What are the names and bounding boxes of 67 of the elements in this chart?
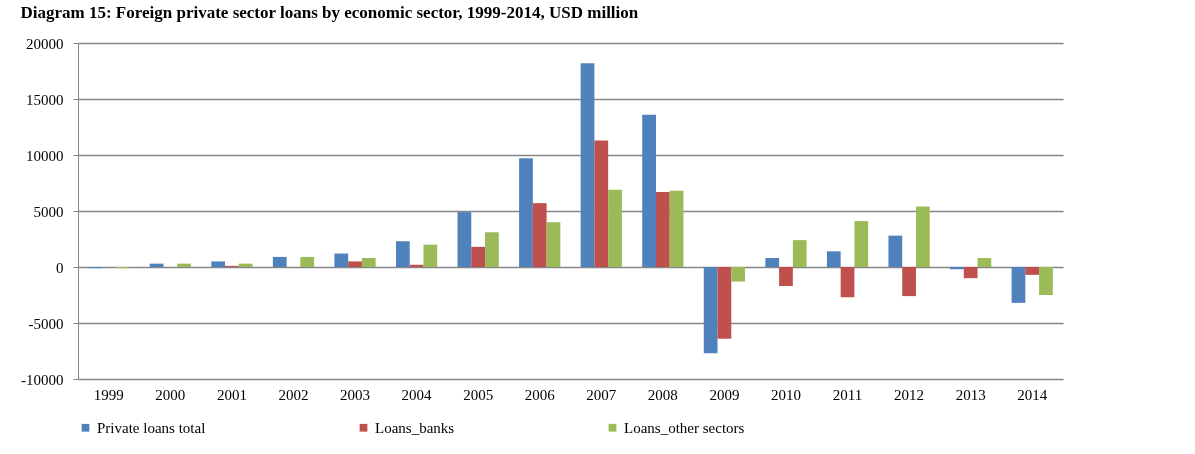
bar (485, 232, 499, 267)
y-tick-label: 5000 (33, 203, 64, 220)
bar (963, 267, 978, 279)
bar (177, 263, 191, 267)
x-tick-label: 2000 (155, 386, 186, 403)
bar (915, 206, 930, 267)
bar (792, 240, 807, 267)
bar (457, 212, 472, 267)
bar (395, 241, 410, 267)
x-tick-label: 2004 (401, 386, 433, 403)
legend-label: Loans_other sectors (624, 419, 745, 436)
y-tick-label: 15000 (26, 91, 64, 108)
bar (532, 203, 547, 267)
x-tick-label: 2009 (709, 386, 740, 403)
bar (334, 253, 349, 267)
bar (717, 267, 732, 339)
bar (1025, 267, 1040, 275)
bar (826, 251, 841, 267)
x-tick-label: 2014 (1017, 386, 1048, 403)
bar (902, 267, 916, 297)
bar (1039, 267, 1053, 295)
bar (642, 114, 656, 267)
bar (608, 189, 622, 267)
bar (211, 261, 226, 267)
bar (238, 263, 253, 267)
bar (977, 258, 992, 267)
bar (854, 221, 869, 267)
bar (471, 246, 486, 267)
legend-label: Loans_banks (375, 419, 455, 436)
chart-title: Diagram 15: Foreign private sector loans by economic sector, 1999-2014, USD million (20, 3, 639, 22)
y-tick-label: -5000 (28, 315, 64, 332)
bar (669, 190, 684, 267)
bar (272, 256, 287, 267)
x-tick-label: 2002 (278, 386, 309, 403)
y-tick-label: -10000 (21, 371, 64, 388)
bar (546, 222, 561, 267)
bar (779, 267, 793, 287)
bar (361, 258, 376, 267)
bar (594, 140, 609, 267)
bar (655, 191, 670, 267)
bar (765, 258, 780, 267)
bar (731, 267, 746, 282)
x-tick-label: 2006 (524, 386, 556, 403)
x-tick-label: 2013 (955, 386, 986, 403)
x-tick-label: 2010 (770, 386, 801, 403)
y-tick-label: 0 (56, 259, 64, 276)
x-tick-label: 2007 (586, 386, 617, 403)
bar (348, 261, 362, 267)
x-tick-label: 2012 (894, 386, 925, 403)
x-tick-label: 2011 (832, 386, 863, 403)
bar (1011, 267, 1026, 303)
x-tick-label: 1999 (93, 386, 124, 403)
bar (840, 267, 855, 298)
bar (423, 244, 438, 267)
y-tick-label: 20000 (26, 35, 64, 52)
bar (300, 256, 315, 267)
x-tick-label: 2008 (647, 386, 678, 403)
x-tick-label: 2001 (216, 386, 247, 403)
bar (950, 267, 964, 270)
x-tick-label: 2003 (340, 386, 371, 403)
legend-label: Private loans total (97, 419, 206, 436)
bar (519, 158, 533, 267)
bar (888, 235, 903, 267)
bar (703, 267, 718, 354)
x-tick-label: 2005 (463, 386, 494, 403)
y-tick-label: 10000 (26, 147, 64, 164)
bar (580, 63, 595, 267)
